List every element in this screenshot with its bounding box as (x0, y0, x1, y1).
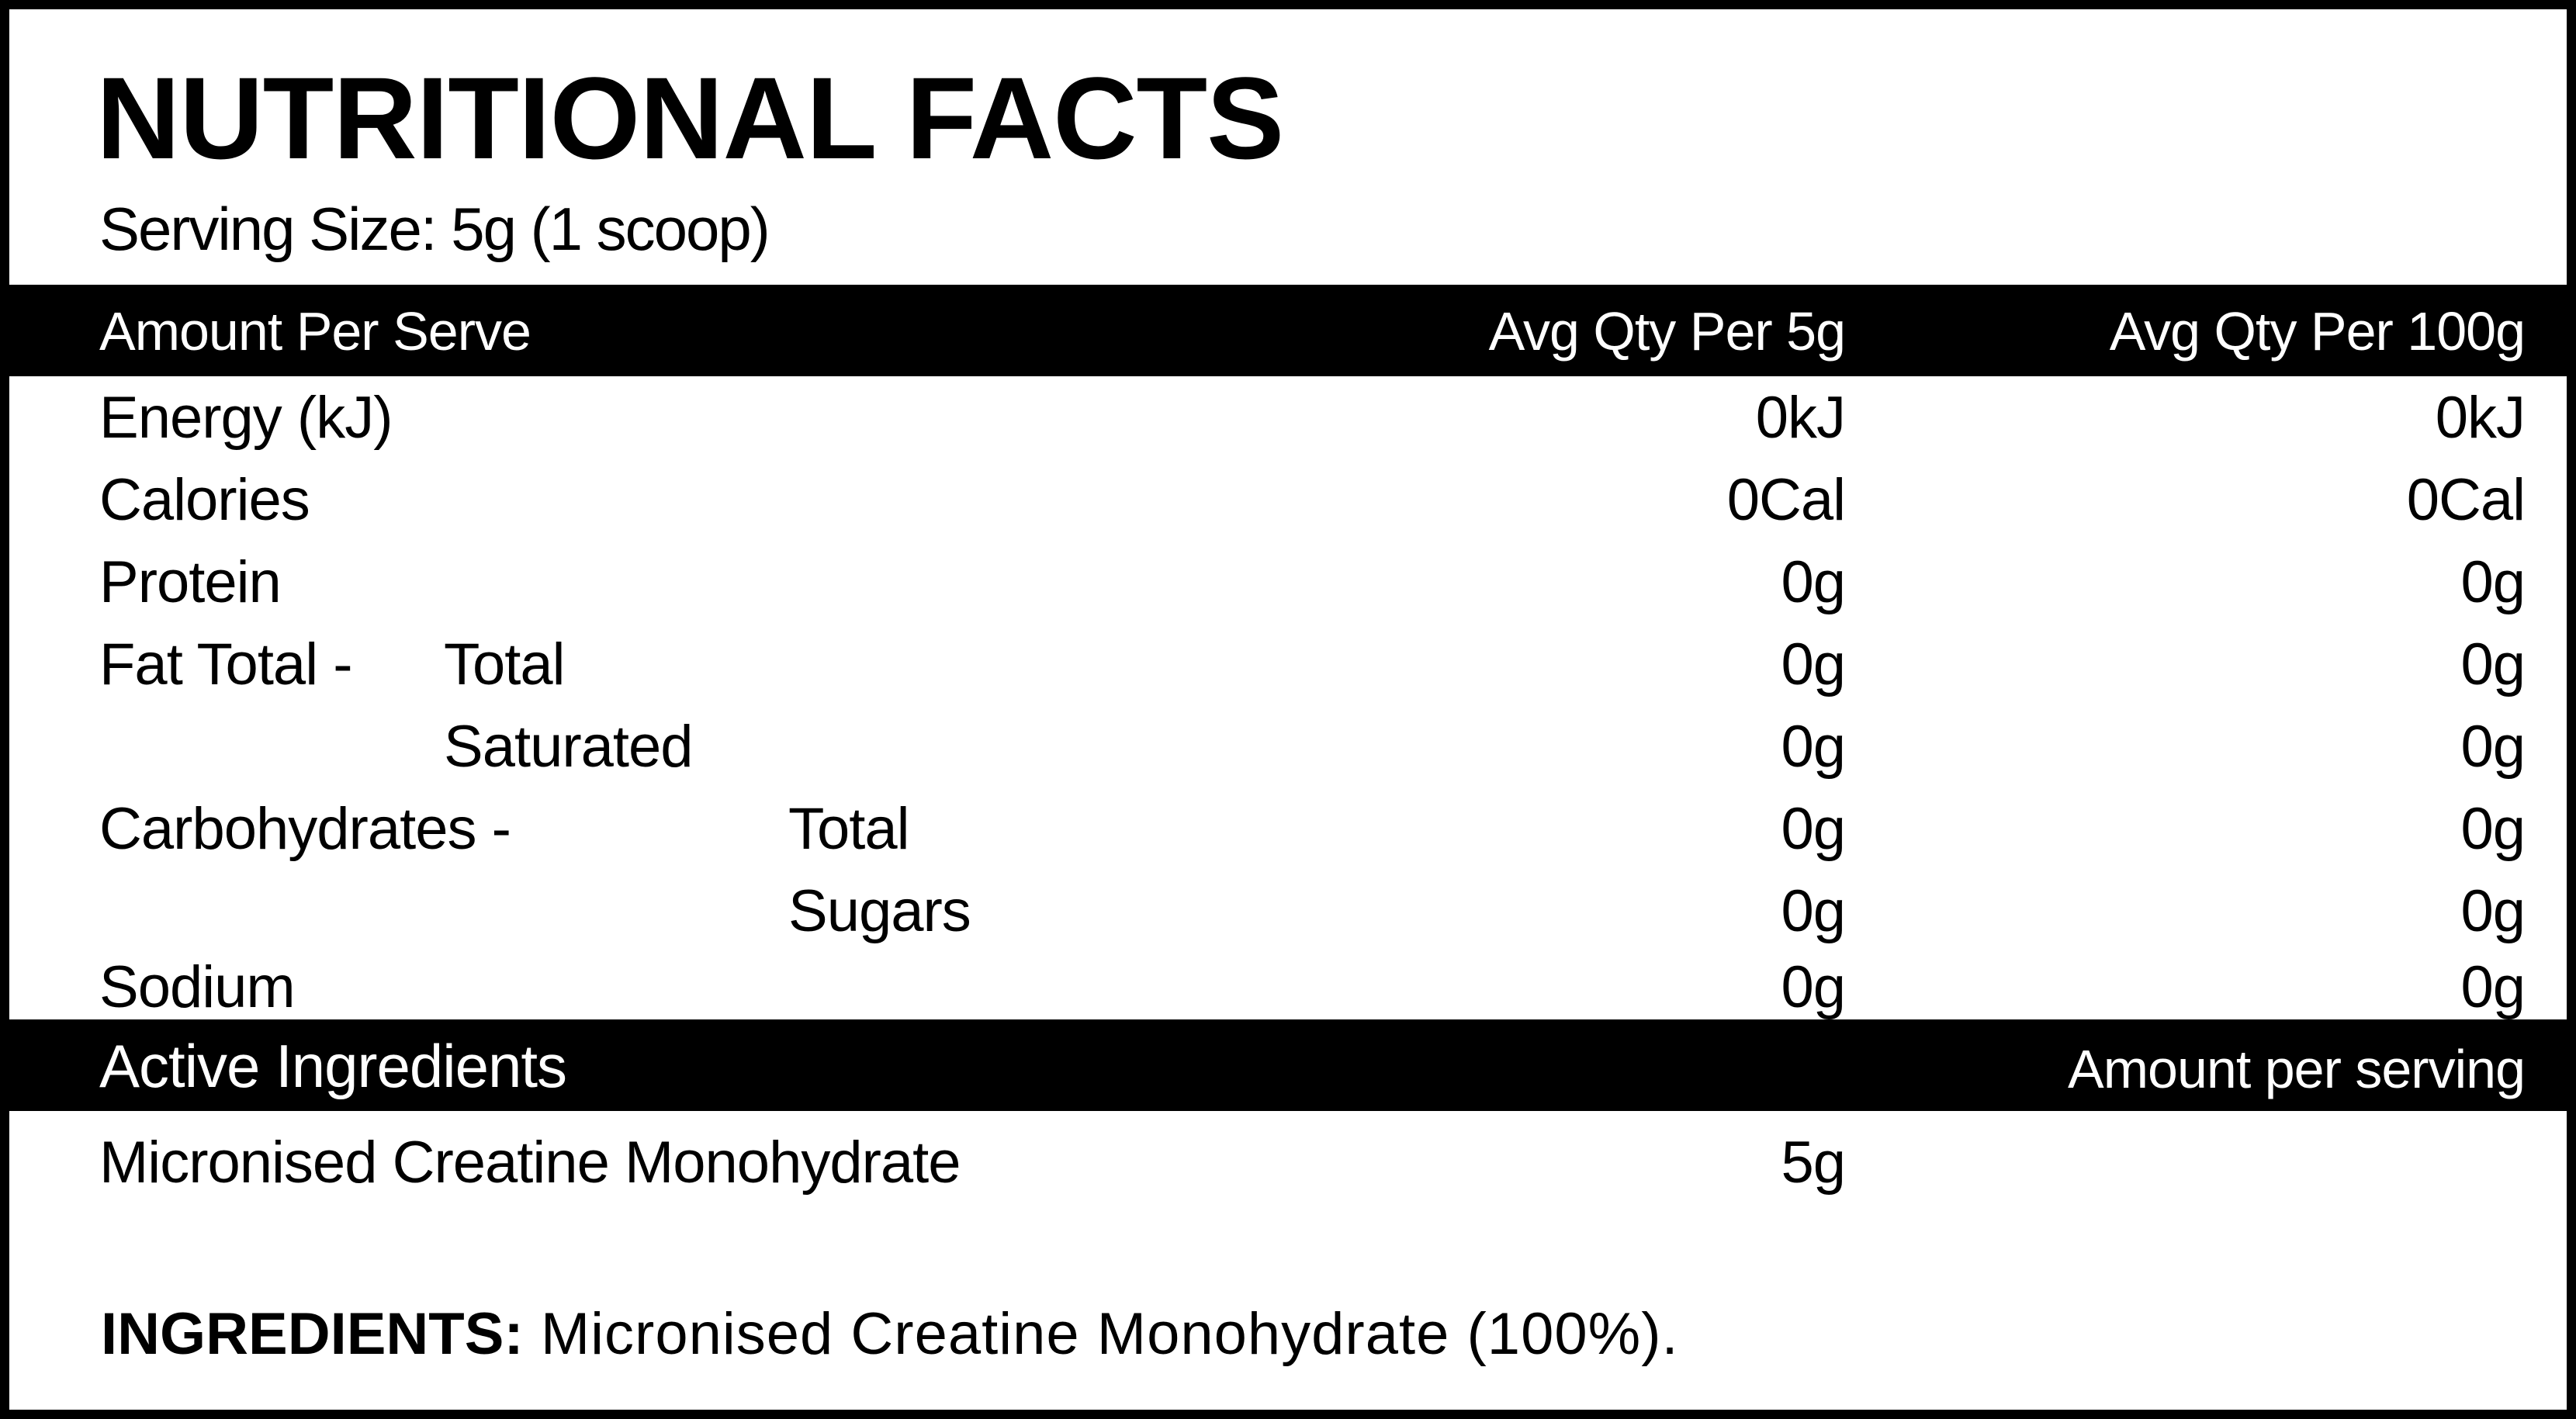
row-value-per-100g: 0g (2460, 714, 2526, 780)
table-row-fat-saturated: Saturated 0g 0g (9, 706, 2567, 788)
row-sublabel: Total (788, 796, 910, 862)
row-label: Sodium (99, 954, 296, 1020)
row-value-per-100g: 0kJ (2435, 385, 2526, 451)
nutrition-title: NUTRITIONAL FACTS (96, 53, 1284, 183)
header-amount-per-serve: Amount Per Serve (99, 301, 531, 362)
row-sublabel: Sugars (788, 878, 971, 944)
header-avg-qty-per-5g: Avg Qty Per 5g (1488, 301, 1846, 362)
row-value-per-5g: 0g (1781, 954, 1846, 1020)
active-ingredient-name: Micronised Creatine Monohydrate (99, 1130, 961, 1196)
active-ingredient-amount: 5g (1781, 1130, 1846, 1196)
row-value-per-100g: 0g (2460, 954, 2526, 1020)
serving-size: Serving Size: 5g (1 scoop) (99, 195, 770, 263)
row-value-per-5g: 0g (1781, 632, 1846, 697)
ingredients-label: INGREDIENTS: (101, 1301, 524, 1367)
table-row-calories: Calories 0Cal 0Cal (9, 459, 2567, 542)
row-label: Calories (99, 467, 310, 533)
table-header-bar: Amount Per Serve Avg Qty Per 5g Avg Qty … (9, 285, 2567, 376)
header-avg-qty-per-100g: Avg Qty Per 100g (2109, 301, 2526, 362)
table-row-carbohydrates-total: Carbohydrates - Total 0g 0g (9, 788, 2567, 870)
row-value-per-100g: 0g (2460, 549, 2526, 615)
row-value-per-5g: 0g (1781, 714, 1846, 780)
row-value-per-5g: 0kJ (1755, 385, 1846, 451)
row-value-per-5g: 0Cal (1726, 467, 1846, 533)
table-row-energy: Energy (kJ) 0kJ 0kJ (9, 377, 2567, 459)
row-value-per-100g: 0g (2460, 878, 2526, 944)
row-label: Carbohydrates - (99, 796, 511, 862)
active-ingredients-heading: Active Ingredients (99, 1032, 567, 1100)
row-value-per-5g: 0g (1781, 549, 1846, 615)
row-value-per-100g: 0Cal (2406, 467, 2526, 533)
active-ingredients-bar: Active Ingredients Amount per serving (9, 1019, 2567, 1111)
row-value-per-100g: 0g (2460, 632, 2526, 697)
table-row-protein: Protein 0g 0g (9, 542, 2567, 624)
table-row-carbohydrates-sugars: Sugars 0g 0g (9, 870, 2567, 953)
table-row-sodium: Sodium 0g 0g (9, 947, 2567, 1029)
ingredients-text: Micronised Creatine Monohydrate (100%). (540, 1301, 1679, 1367)
row-value-per-5g: 0g (1781, 878, 1846, 944)
ingredients-statement: INGREDIENTS: Micronised Creatine Monohyd… (101, 1296, 1679, 1373)
row-sublabel: Total (444, 632, 566, 697)
row-label: Fat Total - (99, 632, 353, 697)
row-label: Energy (kJ) (99, 385, 393, 451)
amount-per-serving-heading: Amount per serving (2068, 1039, 2526, 1099)
row-label: Protein (99, 549, 282, 615)
row-sublabel: Saturated (444, 714, 694, 780)
active-ingredient-row: Micronised Creatine Monohydrate 5g (9, 1122, 2567, 1204)
row-value-per-100g: 0g (2460, 796, 2526, 862)
row-value-per-5g: 0g (1781, 796, 1846, 862)
table-row-fat-total: Fat Total - Total 0g 0g (9, 624, 2567, 706)
